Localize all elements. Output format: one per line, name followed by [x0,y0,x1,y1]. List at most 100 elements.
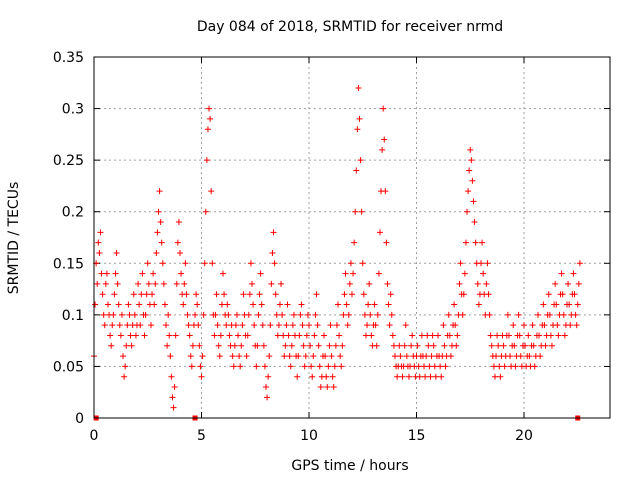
data-point [447,353,454,360]
data-point [335,301,342,308]
data-point [235,332,242,339]
data-point [415,363,422,370]
data-point [359,260,366,267]
data-point [135,280,142,287]
data-point [310,353,317,360]
data-point [468,157,475,164]
data-point [488,342,495,349]
data-point [365,301,372,308]
data-point [576,260,583,267]
data-point [440,322,447,329]
data-point [461,270,468,277]
data-point [548,342,555,349]
data-point [340,311,347,318]
data-point [451,301,458,308]
data-point [330,384,337,391]
data-point [224,301,231,308]
data-point [466,167,473,174]
data-point [216,353,223,360]
data-point [186,332,193,339]
data-point [237,363,244,370]
data-point [260,342,267,349]
data-point [341,291,348,298]
data-point [323,373,330,380]
data-point [211,332,218,339]
data-point [552,280,559,287]
data-point [158,239,165,246]
data-point [464,208,471,215]
data-point [184,311,191,318]
x-tick-label: 0 [90,428,99,444]
data-point [152,280,159,287]
data-point [200,311,207,318]
data-point [110,311,117,318]
y-tick-label: 0.3 [62,102,84,118]
data-point [296,332,303,339]
data-point [281,353,288,360]
data-point [213,291,220,298]
y-tick-label: 0.2 [62,205,84,221]
y-tick-label: 0.25 [53,153,84,169]
data-point [429,332,436,339]
data-point [312,311,319,318]
data-point [157,219,164,226]
data-point [345,311,352,318]
data-point [261,363,268,370]
data-point [570,270,577,277]
data-point [317,384,324,391]
data-point [326,342,333,349]
data-point [218,301,225,308]
data-point [462,239,469,246]
data-point [125,301,132,308]
data-point [333,322,340,329]
data-point [379,146,386,153]
data-point [501,363,508,370]
data-point [490,363,497,370]
data-point [472,239,479,246]
data-point [104,301,111,308]
data-point [178,270,185,277]
data-point [263,384,269,391]
data-point [171,384,178,391]
data-point [141,332,148,339]
data-point [545,291,552,298]
data-point [243,353,250,360]
data-point [474,280,481,287]
y-tick-label: 0.35 [53,50,84,66]
data-point [232,322,239,329]
data-point [229,353,236,360]
data-point [120,353,127,360]
data-point [487,332,494,339]
data-point [427,373,434,380]
data-point [244,332,251,339]
data-point [121,373,128,380]
data-point [153,249,160,256]
data-point [374,311,381,318]
data-point [201,260,208,267]
data-point [126,311,133,318]
data-point [124,322,131,329]
data-point [154,229,161,236]
data-point [181,280,188,287]
data-point [409,332,416,339]
data-point [416,373,423,380]
data-point [421,363,428,370]
data-point [113,249,120,256]
data-point [114,280,121,287]
data-point [428,353,435,360]
data-point [108,342,115,349]
data-point [512,363,519,370]
data-point [308,363,315,370]
data-point [327,322,334,329]
data-point [137,322,144,329]
axis-ticks: 0 0.05 0.1 0.15 0.2 0.25 0.3 0.35 0 5 10 15 20 [53,50,610,444]
data-point [245,311,252,318]
data-point [225,311,232,318]
data-point [266,353,273,360]
data-point [456,280,463,287]
data-point [122,363,129,370]
data-point [511,342,518,349]
data-point [526,353,533,360]
data-point [561,332,568,339]
